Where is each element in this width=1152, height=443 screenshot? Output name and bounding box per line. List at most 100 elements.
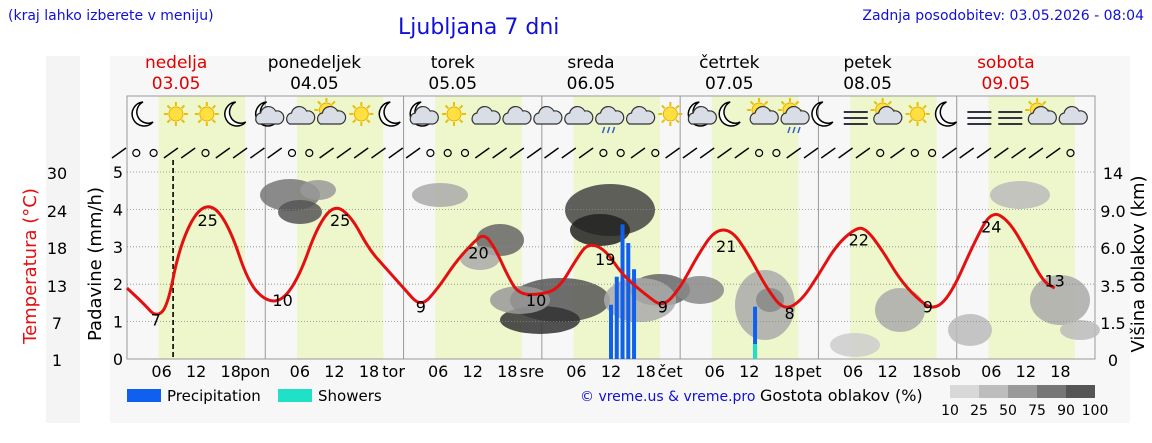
sun-ray xyxy=(211,118,216,124)
cloud-density-swatch xyxy=(1037,385,1066,398)
x-tick-label: 12 xyxy=(324,362,344,381)
day-date-4: 07.05 xyxy=(705,74,754,94)
moon-shape xyxy=(131,101,154,127)
x-tick-label: sre xyxy=(520,362,544,381)
fog-icon xyxy=(967,111,992,125)
moon-cloud-icon xyxy=(687,101,718,127)
day-name-4: četrtek xyxy=(699,53,760,73)
wind-barb xyxy=(699,147,715,159)
sun-ray xyxy=(444,104,450,110)
sun-ray xyxy=(197,118,202,124)
wind-barb xyxy=(1011,147,1027,159)
wind-barb xyxy=(509,147,525,159)
rain-drop xyxy=(792,126,796,134)
precipitation-bar xyxy=(609,304,613,359)
wind-barb xyxy=(111,147,127,159)
precipitation-swatch xyxy=(127,389,161,402)
wind-barb xyxy=(959,147,975,159)
x-tick-label: 12 xyxy=(877,362,897,381)
cloud-height-axis-label: Višina oblakov (km) xyxy=(1128,175,1149,352)
rain-drop xyxy=(787,126,791,134)
wind-barb xyxy=(180,147,196,159)
credit-link: © vreme.us & vreme.pro xyxy=(580,389,755,405)
sun-ray xyxy=(1028,100,1033,106)
wind-calm xyxy=(616,148,625,158)
sun-icon xyxy=(905,102,930,126)
sun-icon xyxy=(442,102,467,126)
wind-barb xyxy=(976,147,992,159)
x-tick-label: 18 xyxy=(635,362,655,381)
sun-ray xyxy=(908,118,913,124)
cloud-shape xyxy=(873,105,903,125)
wind-barb xyxy=(1028,147,1044,159)
wind-barb xyxy=(232,147,248,159)
rain-drop xyxy=(611,126,616,134)
temperature-tick: 1 xyxy=(52,351,62,370)
x-tick-label: 12 xyxy=(739,362,759,381)
sun-ray xyxy=(352,118,357,124)
sun-ray xyxy=(166,118,171,124)
wind-calm xyxy=(599,148,608,158)
cloud-density-tick: 90 xyxy=(1057,403,1075,419)
sun-ray xyxy=(873,100,878,106)
x-tick-label: 12 xyxy=(186,362,206,381)
sun-ray xyxy=(366,104,371,110)
sun-disc xyxy=(662,106,678,122)
sun-ray xyxy=(331,100,336,106)
precipitation-tick: 3 xyxy=(113,238,123,257)
cloud-shape xyxy=(687,105,718,125)
cloud-density-blob xyxy=(570,214,630,246)
cloud-shape xyxy=(1027,105,1057,125)
moon-icon xyxy=(378,101,401,127)
sun-ray xyxy=(675,118,680,124)
sun-ray xyxy=(887,100,892,106)
wind-calm xyxy=(927,148,937,158)
cloud-shape xyxy=(749,105,779,125)
cloud-shape xyxy=(286,105,316,125)
temperature-axis-label: Temperatura (°C) xyxy=(20,188,41,345)
precipitation-legend: Precipitation xyxy=(167,387,261,405)
wind-barb xyxy=(163,147,179,159)
rain-drop xyxy=(797,126,801,134)
sun-ray xyxy=(458,118,464,124)
day-name-1: ponedeljek xyxy=(268,53,362,73)
x-tick-label: sob xyxy=(933,362,961,381)
x-tick-label: 12 xyxy=(1016,362,1036,381)
sun-ray xyxy=(444,118,450,124)
cloud-density-blob xyxy=(1060,320,1100,340)
moon-cloud-icon xyxy=(255,101,285,127)
sun-ray xyxy=(352,104,357,110)
wind-calm xyxy=(876,148,885,158)
wind-calm xyxy=(149,148,158,158)
day-date-6: 09.05 xyxy=(982,74,1031,94)
wind-calm xyxy=(201,148,210,158)
cloud-icon xyxy=(533,105,563,125)
cloud-shape xyxy=(471,105,501,125)
precipitation-tick: 0 xyxy=(113,350,123,369)
sun-ray xyxy=(922,118,927,124)
cloud-icon xyxy=(564,105,594,125)
sun-icon xyxy=(163,102,188,126)
cloud-icon xyxy=(1058,105,1088,125)
temperature-tick: 13 xyxy=(47,277,67,296)
cloud-density-blob xyxy=(1030,275,1090,325)
day-name-3: sreda xyxy=(567,53,614,73)
wind-calm xyxy=(426,148,435,158)
wind-barb xyxy=(786,147,802,159)
sun-disc xyxy=(446,106,462,122)
sun-ray xyxy=(794,100,800,106)
moon-shape xyxy=(378,101,401,127)
moon-icon xyxy=(811,101,834,127)
x-tick-label: 12 xyxy=(463,362,483,381)
x-tick-label: 18 xyxy=(1050,362,1070,381)
temperature-label: 25 xyxy=(330,211,350,230)
precipitation-tick: 2 xyxy=(113,275,123,294)
x-tick-label: pon xyxy=(240,362,270,381)
sun-ray xyxy=(180,118,186,124)
x-tick-label: 18 xyxy=(221,362,241,381)
day-name-2: torek xyxy=(431,53,475,73)
cloud-shape xyxy=(502,105,532,125)
moon-cloud-icon xyxy=(409,101,439,127)
precipitation-axis-label: Padavine (mm/h) xyxy=(85,187,106,341)
wind-barb xyxy=(561,147,577,159)
